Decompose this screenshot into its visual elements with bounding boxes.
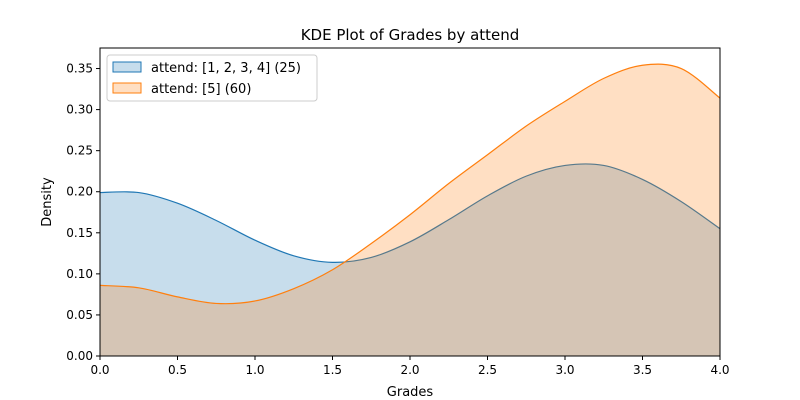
- y-tick-label: 0.35: [66, 62, 93, 76]
- series-1-line: [99, 63, 721, 305]
- y-tick-label: 0.20: [66, 185, 93, 199]
- series-0-area: [100, 163, 720, 356]
- y-tick-label: 0.25: [66, 144, 93, 158]
- y-tick-label: 0.10: [66, 267, 93, 281]
- x-tick-label: 0.5: [168, 363, 187, 377]
- legend-label-1: attend: [5] (60): [151, 82, 251, 97]
- x-tick-label: 0.0: [90, 363, 109, 377]
- legend: attend: [1, 2, 3, 4] (25) attend: [5] (6…: [106, 54, 318, 102]
- y-tick-label: 0.30: [66, 103, 93, 117]
- y-axis-label: Density: [40, 177, 55, 227]
- x-tick-label: 3.5: [633, 363, 652, 377]
- x-tick-label: 3.0: [555, 363, 574, 377]
- legend-label-0: attend: [1, 2, 3, 4] (25): [151, 61, 301, 76]
- x-tick-label: 4.0: [710, 363, 729, 377]
- chart-title: KDE Plot of Grades by attend: [301, 26, 520, 44]
- legend-swatch-1: [112, 82, 142, 94]
- y-tick-label: 0.15: [66, 226, 93, 240]
- x-axis-label: Grades: [387, 385, 434, 400]
- x-tick-label: 2.0: [400, 363, 419, 377]
- series-0-line: [99, 163, 721, 263]
- y-tick-label: 0.05: [66, 308, 93, 322]
- x-tick-label: 1.5: [323, 363, 342, 377]
- series-1-area: [100, 64, 720, 356]
- legend-swatch-0: [112, 61, 142, 73]
- y-tick-label: 0.00: [66, 349, 93, 363]
- x-tick-label: 1.0: [245, 363, 264, 377]
- x-tick-label: 2.5: [478, 363, 497, 377]
